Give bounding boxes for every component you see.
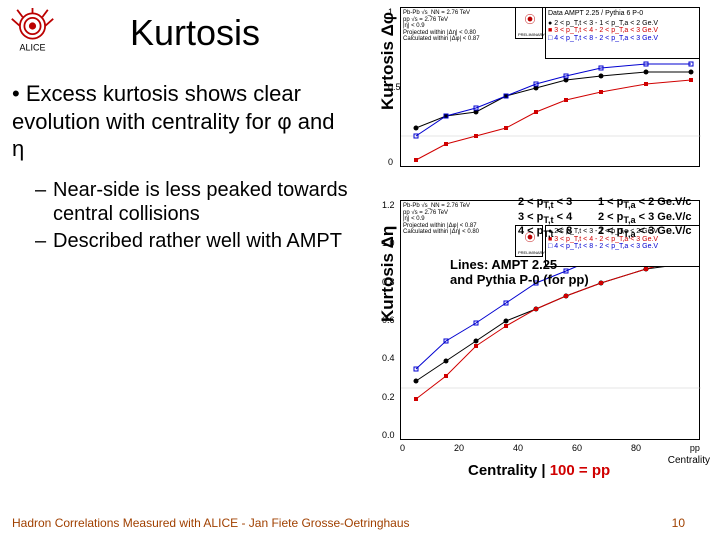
- header-text-bottom: Pb-Pb √s_NN = 2.76 TeV pp √s = 2.76 TeV …: [403, 203, 479, 236]
- sub-bullet-2: Described rather well with AMPT: [35, 229, 355, 253]
- page-number: 10: [672, 516, 685, 530]
- legend-entry-1: 3 < p_T,t < 4 - 2 < p_T,a < 3 Ge.V: [554, 27, 658, 34]
- header-text-top: Pb-Pb √s_NN = 2.76 TeV pp √s = 2.76 TeV …: [403, 10, 480, 43]
- y-axis-label-top: Kurtosis Δφ: [378, 12, 398, 110]
- footer-text: Hadron Correlations Measured with ALICE …: [12, 516, 410, 530]
- line-note: Lines: AMPT 2.25 and Pythia P-0 (for pp): [450, 258, 589, 288]
- legend-title: Data AMPT 2.25 / Pythia 6 P-0: [548, 10, 697, 18]
- legend-trigger-text: 2 < pT,t < 3 3 < pT,t < 4 4 < pT,t < 8: [518, 196, 572, 240]
- sub-bullet-1: Near-side is less peaked towards central…: [35, 178, 355, 227]
- legend-b-2: 4 < p_T,t < 8 - 2 < p_T,a < 3 Ge.V: [554, 243, 658, 250]
- main-bullet: Excess kurtosis shows clear evolution wi…: [12, 80, 350, 163]
- svg-text:ALICE: ALICE: [19, 42, 45, 52]
- chart-kurtosis-dphi: Data AMPT 2.25 / Pythia 6 P-0 ● 2 < p_T,…: [370, 2, 715, 187]
- legend-top: Data AMPT 2.25 / Pythia 6 P-0 ● 2 < p_T,…: [545, 7, 700, 59]
- legend-assoc-text: 1 < pT,a < 2 Ge.V/c 2 < pT,a < 3 Ge.V/c …: [598, 196, 692, 240]
- sub-bullet-list: Near-side is less peaked towards central…: [35, 178, 355, 255]
- slide-title: Kurtosis: [130, 12, 260, 54]
- centrality-annotation: Centrality | 100 = pp: [468, 462, 610, 479]
- alice-logo: ALICE: [10, 8, 55, 53]
- alice-stamp-top: PRELIMINARY: [515, 7, 543, 39]
- y-axis-label-bottom: Kurtosis Δη: [378, 226, 398, 322]
- legend-entry-0: 2 < p_T,t < 3 - 1 < p_T,a < 2 Ge.V: [554, 20, 658, 27]
- legend-entry-2: 4 < p_T,t < 8 - 2 < p_T,a < 3 Ge.V: [554, 35, 658, 42]
- x-axis-label: Centrality: [668, 455, 710, 466]
- xticks-bottom: 0 20 40 60 80 pp: [400, 443, 700, 453]
